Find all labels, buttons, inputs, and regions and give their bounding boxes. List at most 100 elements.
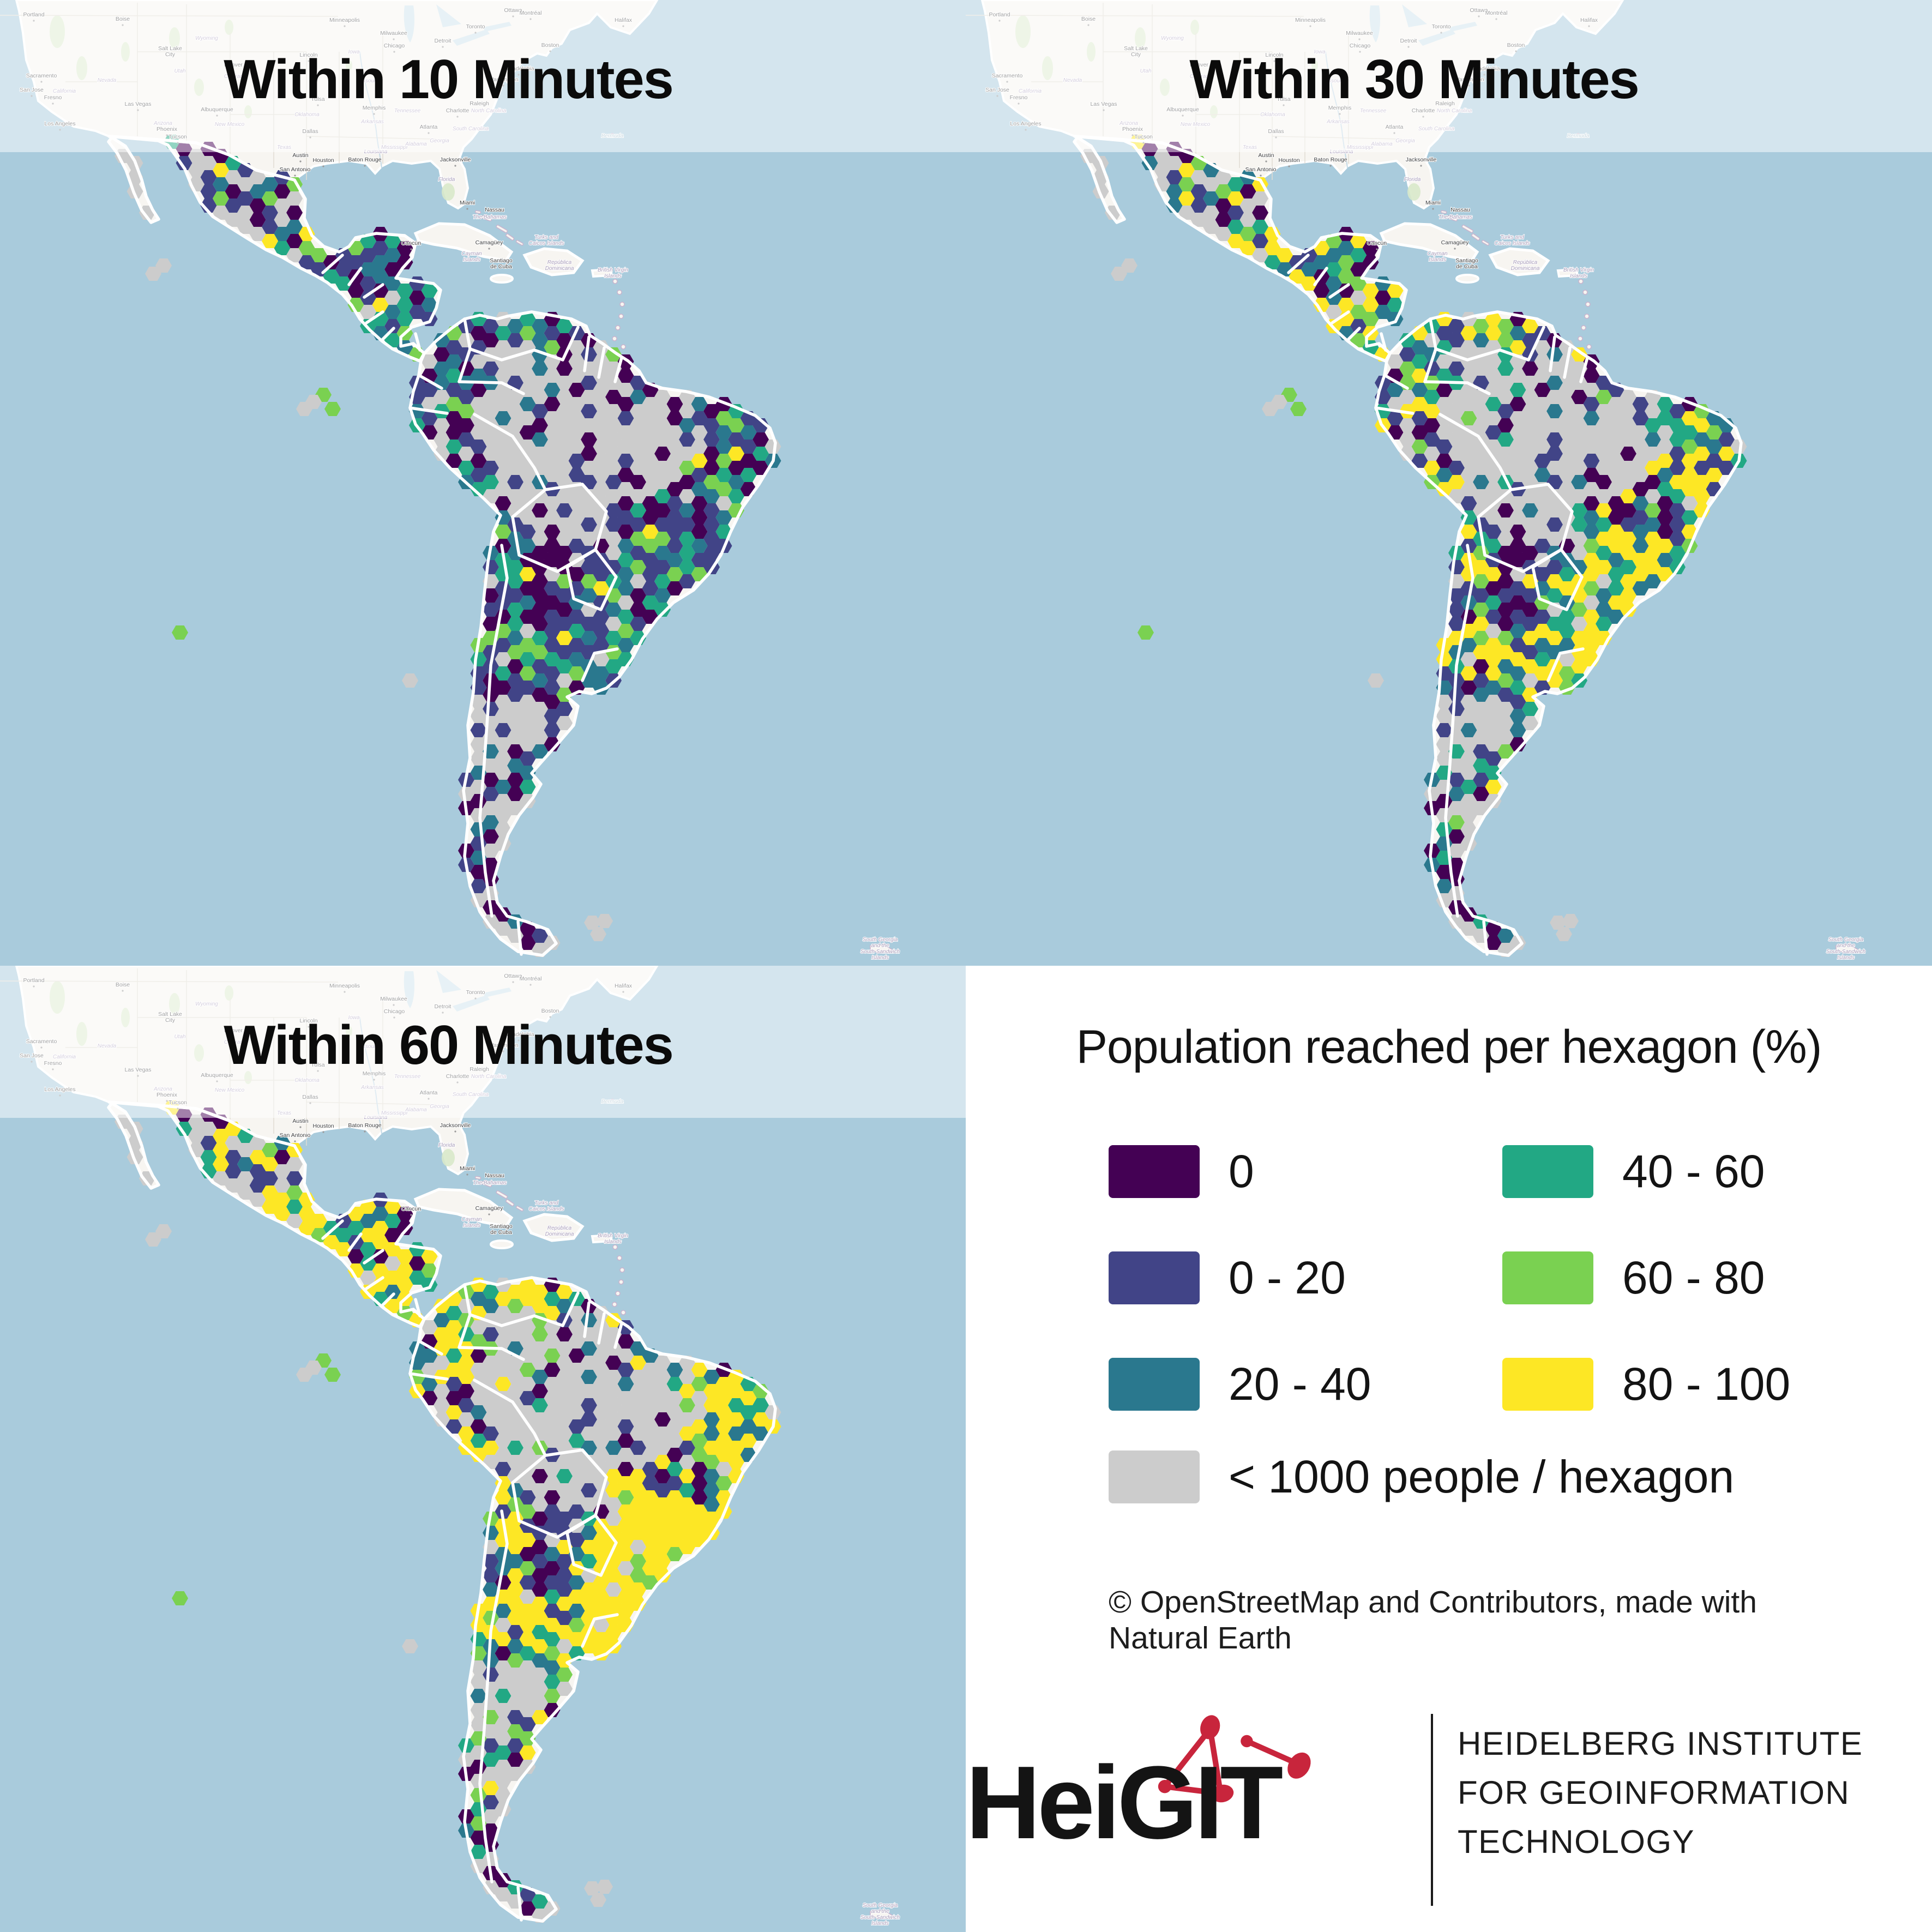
svg-text:Nassau: Nassau: [485, 1172, 504, 1179]
legend-swatch: [1109, 1145, 1200, 1198]
legend-item: 80 - 100: [1502, 1358, 1896, 1411]
legend-entries: 0 0 - 20 20 - 40 40 - 60 60 - 80 80 - 100: [1109, 1145, 1896, 1411]
legend-panel: Population reached per hexagon (%) 0 0 - …: [966, 966, 1932, 1932]
legend-label-no-data: < 1000 people / hexagon: [1229, 1451, 1735, 1502]
svg-text:Austin: Austin: [292, 152, 308, 159]
legend-item: 0 - 20: [1109, 1251, 1502, 1304]
svg-text:Jacksonville: Jacksonville: [440, 157, 471, 163]
institute-line: TECHNOLOGY: [1458, 1823, 1695, 1860]
legend-item: 40 - 60: [1502, 1145, 1896, 1198]
svg-text:Florida: Florida: [1404, 177, 1421, 183]
legend-title: Population reached per hexagon (%): [1076, 1021, 1822, 1073]
heigit-network-icon: [1158, 1715, 1311, 1803]
legend-label: 0: [1229, 1146, 1254, 1197]
svg-text:The Bahamas: The Bahamas: [473, 214, 507, 220]
svg-text:Baton Rouge: Baton Rouge: [348, 157, 381, 163]
svg-text:Cancún: Cancún: [401, 1206, 421, 1212]
legend-swatch: [1109, 1358, 1200, 1411]
tile-seam-band: [966, 0, 1932, 152]
map-title: Within 60 Minutes: [224, 1015, 673, 1076]
legend-label: 20 - 40: [1229, 1358, 1371, 1410]
attribution-text: © OpenStreetMap and Contributors, made w…: [1109, 1585, 1757, 1656]
legend-label: 40 - 60: [1622, 1146, 1765, 1197]
map-canvas: PortlandBoiseSalt LakeCitySacramentoSan …: [0, 966, 966, 1932]
legend-label: 60 - 80: [1622, 1252, 1765, 1303]
institute-line: HEIDELBERG INSTITUTE: [1458, 1725, 1863, 1762]
hexagon-layer: [115, 1100, 781, 1923]
svg-text:Cancún: Cancún: [1367, 240, 1387, 246]
map-title: Within 10 Minutes: [224, 49, 673, 110]
institute-name: HEIDELBERG INSTITUTE FOR GEOINFORMATION …: [1458, 1719, 1863, 1867]
svg-text:Baton Rouge: Baton Rouge: [348, 1122, 381, 1129]
tile-seam-band: [0, 966, 966, 1118]
legend-label: 80 - 100: [1622, 1358, 1791, 1410]
legend-swatch-no-data: [1109, 1450, 1200, 1503]
map-canvas: PortlandBoiseSalt LakeCitySacramentoSan …: [966, 0, 1932, 966]
institute-line: FOR GEOINFORMATION: [1458, 1774, 1850, 1811]
svg-text:Camagüey: Camagüey: [476, 239, 504, 246]
legend-swatch: [1502, 1251, 1593, 1304]
svg-text:Nassau: Nassau: [485, 207, 504, 213]
svg-text:Miami: Miami: [460, 1165, 475, 1172]
svg-text:Miami: Miami: [460, 200, 475, 206]
hexagon-layer: [1080, 135, 1747, 957]
svg-text:Houston: Houston: [312, 157, 334, 164]
svg-text:Houston: Houston: [312, 1123, 334, 1129]
svg-text:Nassau: Nassau: [1450, 207, 1470, 213]
tile-seam-band: [0, 0, 966, 152]
svg-text:Jacksonville: Jacksonville: [1406, 157, 1437, 163]
svg-text:Cancún: Cancún: [401, 240, 421, 246]
heigit-logo-wordmark: HeiGIT: [966, 1745, 1283, 1861]
map-canvas: PortlandBoiseSalt LakeCitySacramentoSan …: [0, 0, 966, 966]
svg-text:The Bahamas: The Bahamas: [1439, 214, 1472, 220]
legend-item: 20 - 40: [1109, 1358, 1502, 1411]
legend-swatch: [1109, 1251, 1200, 1304]
map-title: Within 30 Minutes: [1189, 49, 1639, 110]
svg-text:Miami: Miami: [1425, 200, 1441, 206]
svg-text:San Antonio: San Antonio: [1245, 166, 1277, 173]
svg-text:San Antonio: San Antonio: [280, 166, 311, 173]
legend-swatch: [1502, 1358, 1593, 1411]
legend-item: 0: [1109, 1145, 1502, 1198]
legend-swatch: [1502, 1145, 1593, 1198]
svg-text:San Antonio: San Antonio: [280, 1132, 311, 1139]
svg-text:Florida: Florida: [438, 177, 455, 183]
svg-text:Jacksonville: Jacksonville: [440, 1122, 471, 1129]
legend-item: 60 - 80: [1502, 1251, 1896, 1304]
map-panel-within-60-minutes: PortlandBoiseSalt LakeCitySacramentoSan …: [0, 966, 966, 1932]
svg-text:Camagüey: Camagüey: [476, 1205, 504, 1212]
svg-text:Houston: Houston: [1278, 157, 1299, 164]
hexagon-layer: [115, 135, 781, 957]
legend-label: 0 - 20: [1229, 1252, 1346, 1303]
svg-text:The Bahamas: The Bahamas: [473, 1180, 507, 1186]
legend-no-data: < 1000 people / hexagon: [1109, 1450, 1734, 1503]
svg-text:Camagüey: Camagüey: [1441, 239, 1470, 246]
svg-text:Austin: Austin: [292, 1118, 308, 1124]
logo-divider: [1431, 1714, 1433, 1906]
map-panel-within-10-minutes: PortlandBoiseSalt LakeCitySacramentoSan …: [0, 0, 966, 966]
svg-text:Florida: Florida: [438, 1142, 455, 1148]
svg-text:Austin: Austin: [1258, 152, 1274, 159]
map-panel-within-30-minutes: PortlandBoiseSalt LakeCitySacramentoSan …: [966, 0, 1932, 966]
svg-text:Baton Rouge: Baton Rouge: [1314, 157, 1347, 163]
country-borders: [107, 135, 777, 957]
